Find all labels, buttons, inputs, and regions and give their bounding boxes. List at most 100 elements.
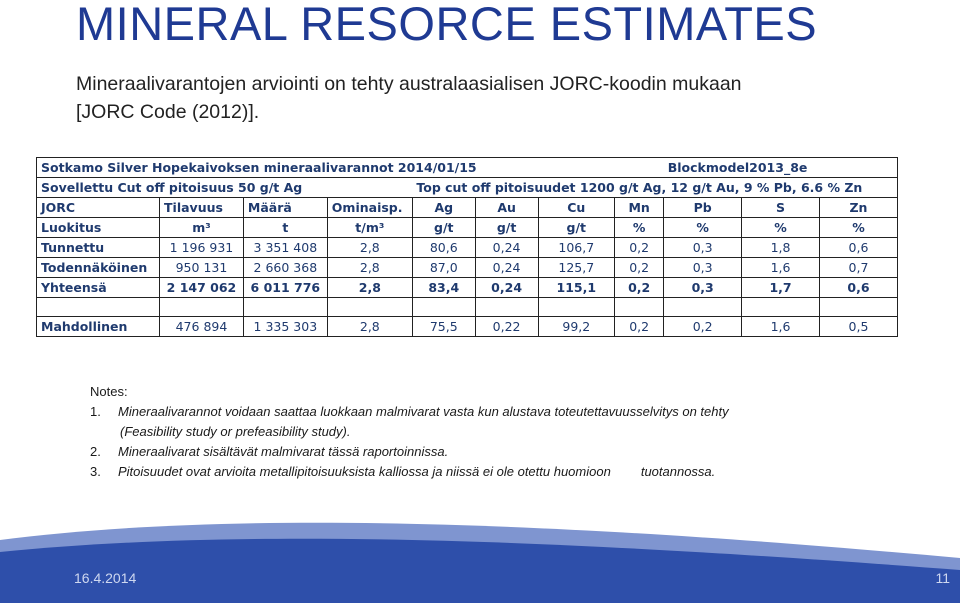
- header-cell: Mn: [614, 197, 665, 218]
- header-cell: g/t: [411, 217, 476, 238]
- header-cell: Zn: [818, 197, 899, 218]
- header-cell: Cu: [537, 197, 616, 218]
- subtitle-line-2: [JORC Code (2012)].: [76, 101, 260, 123]
- table-cell: 1,6: [741, 316, 820, 337]
- header-cell: Ag: [411, 197, 476, 218]
- row-label: Mahdollinen: [35, 316, 161, 337]
- row-label: Yhteensä: [35, 277, 161, 298]
- header-cell: Luokitus: [35, 217, 161, 238]
- slide-title: MINERAL RESORCE ESTIMATES: [76, 0, 818, 50]
- note-number: 3.: [90, 464, 101, 479]
- table-cell: 3 351 408: [242, 237, 328, 258]
- table-cell: 106,7: [537, 237, 616, 258]
- table-cell: 1 196 931: [159, 237, 244, 258]
- note-text: Mineraalivarat sisältävät malmivarat täs…: [118, 444, 449, 459]
- table-cell: 0,2: [614, 277, 665, 298]
- header-cell: t: [242, 217, 328, 238]
- table-cell: 2,8: [326, 277, 413, 298]
- table-cell: 0,2: [614, 316, 665, 337]
- note-text-tail: tuotannossa.: [640, 464, 716, 479]
- table-header-row-1: JORC Tilavuus Määrä Ominaisp. Ag Au Cu M…: [35, 197, 899, 218]
- table-row: Tunnettu 1 196 931 3 351 408 2,8 80,6 0,…: [35, 237, 899, 258]
- note-text: Pitoisuudet ovat arvioita metallipitoisu…: [118, 464, 611, 479]
- table-cell: 1,6: [741, 257, 820, 278]
- subtitle-line-1: Mineraalivarantojen arviointi on tehty a…: [76, 73, 742, 95]
- note-text-continued: (Feasibility study or prefeasibility stu…: [120, 424, 351, 439]
- header-cell: JORC: [35, 197, 161, 218]
- table-row-possible: Mahdollinen 476 894 1 335 303 2,8 75,5 0…: [35, 316, 899, 337]
- table-cell: 0,24: [474, 277, 539, 298]
- cutoff-right: Top cut off pitoisuudet 1200 g/t Ag, 12 …: [412, 177, 899, 198]
- table-row: Todennäköinen 950 131 2 660 368 2,8 87,0…: [35, 257, 899, 278]
- note-item: 1. Mineraalivarannot voidaan saattaa luo…: [90, 402, 729, 422]
- table-title: Sotkamo Silver Hopekaivoksen mineraaliva…: [35, 157, 664, 178]
- table-cell: 0,6: [818, 237, 899, 258]
- table-header-row-2: Luokitus m³ t t/m³ g/t g/t g/t % % % %: [35, 217, 899, 238]
- header-cell: S: [741, 197, 820, 218]
- header-cell: %: [741, 217, 820, 238]
- table-title-row: Sotkamo Silver Hopekaivoksen mineraaliva…: [35, 157, 898, 178]
- table-cell: 99,2: [537, 316, 616, 337]
- header-cell: g/t: [474, 217, 539, 238]
- header-cell: Au: [474, 197, 539, 218]
- table-cutoff-row: Sovellettu Cut off pitoisuus 50 g/t Ag T…: [36, 177, 899, 198]
- notes-heading: Notes:: [90, 384, 128, 399]
- table-cell: 6 011 776: [242, 277, 328, 298]
- header-cell: %: [663, 217, 743, 238]
- header-cell: m³: [159, 217, 244, 238]
- row-label: Tunnettu: [35, 237, 161, 258]
- header-cell: g/t: [537, 217, 616, 238]
- table-cell: 1 335 303: [242, 316, 328, 337]
- table-cell: 83,4: [411, 277, 476, 298]
- cutoff-left: Sovellettu Cut off pitoisuus 50 g/t Ag: [36, 177, 413, 198]
- note-number: 2.: [90, 444, 101, 459]
- table-cell: 0,2: [614, 237, 665, 258]
- table-cell: 950 131: [159, 257, 244, 278]
- table-cell: 80,6: [411, 237, 476, 258]
- table-cell: 0,7: [818, 257, 899, 278]
- resource-table: Sotkamo Silver Hopekaivoksen mineraaliva…: [35, 157, 899, 337]
- table-cell: 2,8: [326, 257, 413, 278]
- table-cell: 0,24: [474, 237, 539, 258]
- table-cell: 0,6: [818, 277, 899, 298]
- table-cell: 115,1: [537, 277, 616, 298]
- header-cell: Määrä: [242, 197, 328, 218]
- notes-section: Notes: 1. Mineraalivarannot voidaan saat…: [90, 382, 729, 482]
- page-number: 11: [935, 570, 950, 586]
- header-cell: %: [818, 217, 899, 238]
- table-cell: 2,8: [326, 237, 413, 258]
- table-row-total: Yhteensä 2 147 062 6 011 776 2,8 83,4 0,…: [35, 277, 899, 298]
- table-cell: 0,3: [663, 237, 743, 258]
- header-cell: Tilavuus: [159, 197, 244, 218]
- table-cell: 2 660 368: [242, 257, 328, 278]
- note-item: 2. Mineraalivarat sisältävät malmivarat …: [90, 442, 729, 462]
- table-cell: 2 147 062: [159, 277, 244, 298]
- header-cell: Ominaisp.: [326, 197, 413, 218]
- row-label: Todennäköinen: [35, 257, 161, 278]
- table-cell: 0,3: [663, 277, 743, 298]
- table-cell: 0,2: [614, 257, 665, 278]
- note-item: 3. Pitoisuudet ovat arvioita metallipito…: [90, 462, 729, 482]
- table-cell: 0,3: [663, 257, 743, 278]
- resource-table-image: Sotkamo Silver Hopekaivoksen mineraaliva…: [35, 157, 899, 343]
- table-cell: 0,2: [663, 316, 743, 337]
- header-cell: t/m³: [326, 217, 413, 238]
- table-cell: 0,22: [474, 316, 539, 337]
- table-cell: 0,5: [818, 316, 899, 337]
- table-spacer-row: [35, 297, 899, 317]
- header-cell: Pb: [663, 197, 743, 218]
- table-cell: 2,8: [326, 316, 413, 337]
- footer-wave: [0, 522, 960, 603]
- table-cell: 1,8: [741, 237, 820, 258]
- table-cell: 0,24: [474, 257, 539, 278]
- table-cell: 125,7: [537, 257, 616, 278]
- note-text: Mineraalivarannot voidaan saattaa luokka…: [118, 404, 729, 419]
- table-cell: 87,0: [411, 257, 476, 278]
- header-cell: %: [614, 217, 665, 238]
- note-number: 1.: [90, 404, 101, 419]
- footer-wave-dark: [0, 538, 960, 603]
- table-cell: 476 894: [159, 316, 244, 337]
- footer-date: 16.4.2014: [74, 570, 137, 586]
- table-model-name: Blockmodel2013_8e: [663, 157, 898, 178]
- table-cell: 1,7: [741, 277, 820, 298]
